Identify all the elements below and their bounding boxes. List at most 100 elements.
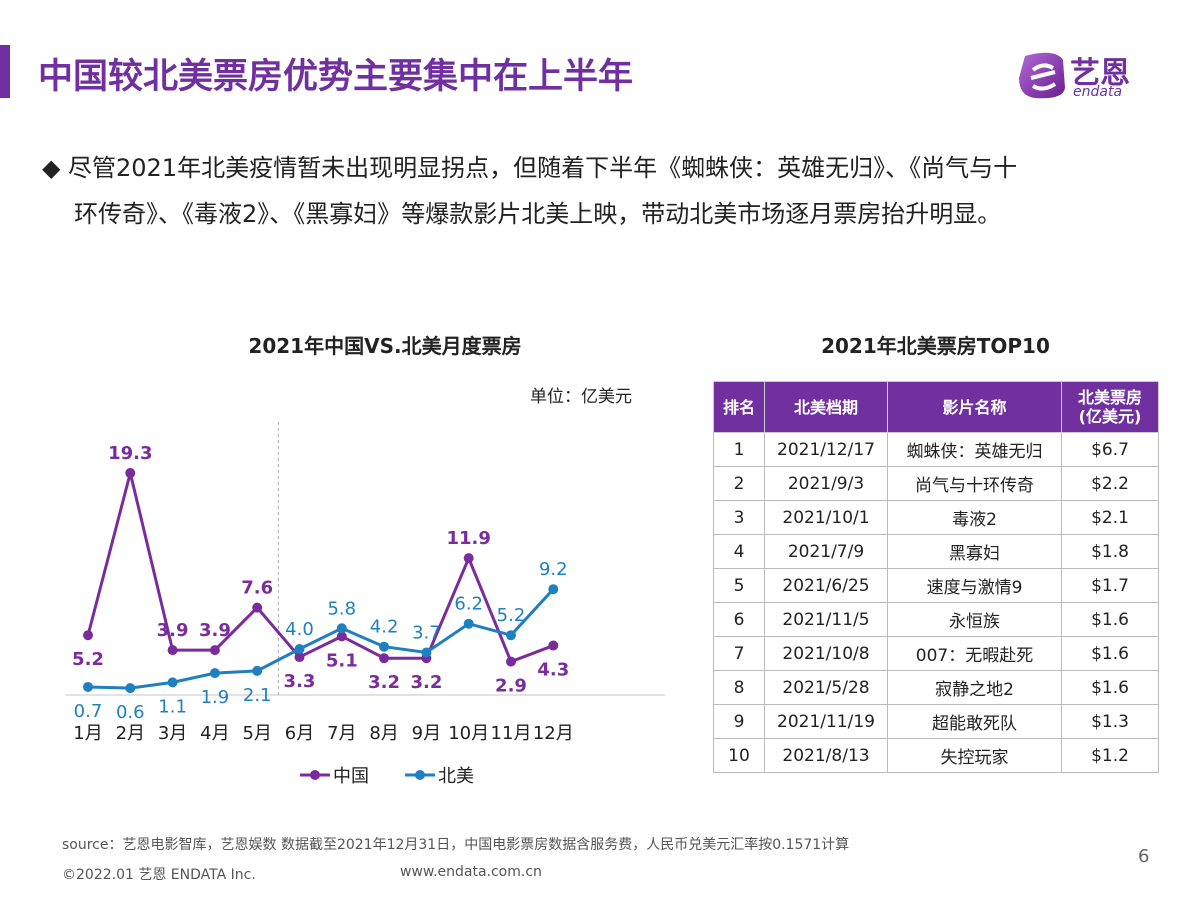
boxoffice-cell: $1.2 xyxy=(1061,738,1159,773)
data-label: 3.9 xyxy=(199,620,231,641)
legend-label: 中国 xyxy=(333,766,369,787)
table-row: 3 2021/10/1 毒液2 $2.1 xyxy=(713,500,1159,535)
chart-unit: 单位：亿美元 xyxy=(530,387,632,407)
chart-title: 2021年中国VS.北美月度票房 xyxy=(248,334,522,358)
legend-label: 北美 xyxy=(438,766,474,787)
x-tick-label: 5月 xyxy=(242,723,271,744)
data-label: 3.7 xyxy=(412,622,441,643)
page-title: 中国较北美票房优势主要集中在上半年 xyxy=(38,57,634,97)
boxoffice-cell: $1.6 xyxy=(1061,636,1159,671)
film-cell: 尚气与十环传奇 xyxy=(887,466,1062,501)
rank-cell: 8 xyxy=(713,670,765,705)
table-row: 10 2021/8/13 失控玩家 $1.2 xyxy=(713,738,1159,773)
table-row: 2 2021/9/3 尚气与十环传奇 $2.2 xyxy=(713,466,1159,501)
data-point xyxy=(336,623,347,634)
data-point xyxy=(83,681,93,692)
series-line-north-america xyxy=(87,588,555,690)
rank-cell: 4 xyxy=(713,534,765,569)
data-point xyxy=(83,630,93,641)
data-label: 4.0 xyxy=(285,619,314,640)
boxoffice-cell: $6.7 xyxy=(1061,432,1159,467)
x-tick-label: 2月 xyxy=(116,723,145,744)
data-label: 5.8 xyxy=(327,598,356,619)
date-cell: 2021/12/17 xyxy=(764,432,888,467)
data-label: 9.2 xyxy=(539,559,568,580)
summary-bullet: ◆ 尽管2021年北美疫情暂未出现明显拐点，但随着下半年《蜘蛛侠：英雄无归》、《尚… xyxy=(42,145,1162,237)
legend-marker-icon xyxy=(415,770,425,780)
data-point xyxy=(379,641,390,652)
data-point xyxy=(506,656,516,667)
date-cell: 2021/11/19 xyxy=(764,704,888,739)
data-label: 11.9 xyxy=(446,528,490,549)
film-cell: 007：无暇赴死 xyxy=(887,636,1062,671)
boxoffice-cell: $2.2 xyxy=(1061,466,1159,501)
header-boxoffice: 北美票房 (亿美元) xyxy=(1061,381,1159,433)
data-point xyxy=(252,665,263,676)
rank-cell: 5 xyxy=(713,568,765,603)
data-point xyxy=(548,640,559,651)
line-chart: 1月 2月 3月 4月 5月 6月 7月 8月 9月 10月 11月 12月 5.2 19.3 3.9 3.9… xyxy=(65,422,665,787)
x-tick-label: 10月 xyxy=(448,723,489,744)
x-tick-label: 7月 xyxy=(327,723,356,744)
data-label: 3.9 xyxy=(157,620,189,641)
title-accent-bar xyxy=(0,45,10,98)
page-number: 6 xyxy=(1138,846,1150,867)
film-cell: 超能敢死队 xyxy=(887,704,1062,739)
data-label: 3.3 xyxy=(284,671,316,692)
table-row: 8 2021/5/28 寂静之地2 $1.6 xyxy=(713,670,1159,705)
data-point xyxy=(167,677,178,688)
x-tick-label: 4月 xyxy=(200,723,229,744)
table-row: 5 2021/6/25 速度与激情9 $1.7 xyxy=(713,568,1159,603)
table-row: 4 2021/7/9 黑寡妇 $1.8 xyxy=(713,534,1159,569)
data-point xyxy=(209,668,220,679)
boxoffice-cell: $1.7 xyxy=(1061,568,1159,603)
logo-mark-icon xyxy=(1019,52,1065,99)
film-cell: 黑寡妇 xyxy=(887,534,1062,569)
data-point xyxy=(125,683,136,694)
footer-website[interactable]: www.endata.com.cn xyxy=(400,864,542,880)
top10-table: 排名 北美档期 影片名称 北美票房 (亿美元) 1 2021/12/17 蜘蛛侠：英雄… xyxy=(713,381,1159,773)
data-point xyxy=(294,644,305,654)
data-label: 3.2 xyxy=(410,672,442,693)
boxoffice-cell: $2.1 xyxy=(1061,500,1159,535)
data-label: 4.3 xyxy=(537,660,569,681)
data-point xyxy=(294,652,305,663)
data-label: 0.6 xyxy=(116,702,145,723)
x-tick-label: 1月 xyxy=(73,723,102,744)
date-cell: 2021/11/5 xyxy=(764,602,888,637)
x-tick-label: 3月 xyxy=(158,723,187,744)
date-cell: 2021/9/3 xyxy=(764,466,888,501)
data-point xyxy=(167,645,178,656)
data-point xyxy=(336,631,347,642)
endata-logo: 艺恩 endata xyxy=(1015,48,1160,103)
film-cell: 永恒族 xyxy=(887,602,1062,637)
rank-cell: 9 xyxy=(713,704,765,739)
summary-line-2: 环传奇》、《毒液2》、《黑寡妇》等爆款影片北美上映，带动北美市场逐月票房抬升明显… xyxy=(74,200,1002,228)
rank-cell: 3 xyxy=(713,500,765,535)
logo-text-en: endata xyxy=(1073,84,1123,100)
date-cell: 2021/8/13 xyxy=(764,738,888,773)
data-label: 5.2 xyxy=(497,605,526,626)
date-cell: 2021/10/1 xyxy=(764,500,888,535)
date-cell: 2021/7/9 xyxy=(764,534,888,569)
header-date: 北美档期 xyxy=(764,381,888,433)
film-cell: 寂静之地2 xyxy=(887,670,1062,705)
data-point xyxy=(125,468,136,479)
boxoffice-cell: $1.6 xyxy=(1061,602,1159,637)
x-tick-label: 12月 xyxy=(533,723,574,744)
data-label: 5.2 xyxy=(72,649,104,670)
data-label: 19.3 xyxy=(108,443,152,464)
data-label: 2.1 xyxy=(243,685,272,706)
data-point xyxy=(252,602,263,613)
header-film: 影片名称 xyxy=(887,381,1062,433)
x-tick-label: 11月 xyxy=(491,723,532,744)
rank-cell: 10 xyxy=(713,738,765,773)
film-cell: 失控玩家 xyxy=(887,738,1062,773)
diamond-bullet-icon: ◆ xyxy=(42,154,61,182)
data-point xyxy=(379,653,390,664)
data-label: 0.7 xyxy=(74,701,103,722)
summary-line-1: 尽管2021年北美疫情暂未出现明显拐点，但随着下半年《蜘蛛侠：英雄无归》、《尚气… xyxy=(68,154,1018,182)
boxoffice-cell: $1.6 xyxy=(1061,670,1159,705)
x-tick-label: 6月 xyxy=(285,723,314,744)
footer-copyright: ©2022.01 艺恩 ENDATA Inc. xyxy=(62,867,256,883)
